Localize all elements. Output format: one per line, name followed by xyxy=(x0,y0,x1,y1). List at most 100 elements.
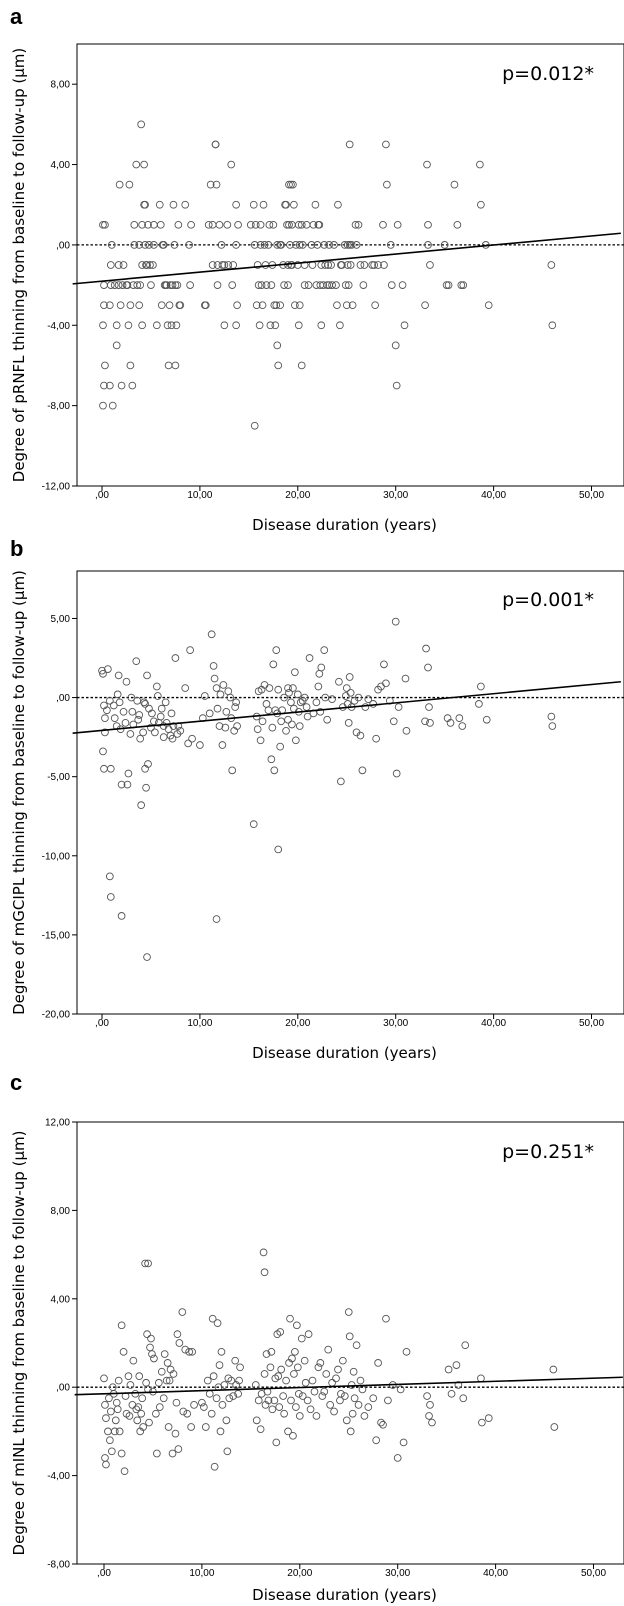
data-point xyxy=(476,160,484,169)
data-point xyxy=(351,220,360,229)
data-point xyxy=(399,1438,408,1447)
data-point xyxy=(142,1378,150,1387)
data-point xyxy=(348,301,357,310)
data-point xyxy=(141,241,149,249)
data-point xyxy=(106,1436,114,1445)
data-point xyxy=(450,180,459,189)
data-point xyxy=(312,281,321,289)
p-value-annotation: p=0.012* xyxy=(502,63,594,85)
data-point xyxy=(270,766,279,775)
data-point xyxy=(455,714,464,722)
data-point xyxy=(256,736,265,745)
data-point xyxy=(149,261,157,269)
data-point xyxy=(252,1416,261,1425)
data-point xyxy=(136,281,145,289)
data-point xyxy=(134,715,143,724)
data-point xyxy=(458,722,467,730)
data-point xyxy=(218,741,227,749)
data-point xyxy=(303,1396,312,1405)
data-point xyxy=(352,241,361,249)
data-point xyxy=(183,1409,192,1418)
data-point xyxy=(297,1334,306,1343)
x-tick-label: 20,00 xyxy=(285,1018,310,1029)
data-point xyxy=(133,1416,142,1425)
data-point xyxy=(391,341,400,350)
plot-frame xyxy=(76,570,624,1015)
data-point xyxy=(231,703,239,711)
data-point xyxy=(308,1376,317,1385)
data-point xyxy=(457,281,466,289)
data-point xyxy=(172,321,181,330)
data-point xyxy=(152,682,161,691)
data-point xyxy=(270,301,279,310)
data-point xyxy=(125,1412,134,1420)
data-point xyxy=(235,1376,243,1385)
data-point xyxy=(206,180,215,189)
data-point xyxy=(282,726,290,735)
data-point xyxy=(332,1374,340,1383)
x-tick-label: ,00 xyxy=(95,490,109,501)
data-point xyxy=(318,1392,327,1400)
data-point xyxy=(285,688,293,697)
data-point xyxy=(225,1394,234,1403)
data-point xyxy=(327,261,335,269)
data-point xyxy=(294,1389,303,1398)
data-point xyxy=(475,700,483,708)
data-point xyxy=(160,1350,169,1358)
data-point xyxy=(382,140,390,149)
data-point xyxy=(151,728,159,737)
y-tick-label: -8,00 xyxy=(47,401,70,412)
data-point xyxy=(234,1389,242,1398)
data-point xyxy=(232,200,240,209)
data-point xyxy=(293,1321,301,1330)
data-point xyxy=(548,722,557,730)
data-point xyxy=(232,698,240,707)
chart-panel-c: c -8,00 -4,00 ,00 4,00 8,00 12,00 ,00 10,00 20,00… xyxy=(10,1070,624,1604)
data-point xyxy=(283,220,291,229)
data-point xyxy=(121,719,130,727)
data-point xyxy=(135,241,144,249)
data-point xyxy=(126,730,135,738)
scatter-points xyxy=(98,617,557,961)
data-point xyxy=(124,1372,133,1381)
data-point xyxy=(171,1429,180,1438)
data-point xyxy=(176,726,185,735)
data-point xyxy=(295,1412,304,1420)
data-point xyxy=(348,1409,357,1418)
data-point xyxy=(354,693,363,702)
data-point xyxy=(137,801,146,810)
data-point xyxy=(108,401,117,410)
data-point xyxy=(209,662,218,670)
data-point xyxy=(126,1381,135,1389)
data-point xyxy=(358,766,367,775)
data-point xyxy=(324,261,332,269)
data-point xyxy=(228,281,237,289)
data-point xyxy=(446,719,455,727)
data-point xyxy=(132,1405,141,1414)
data-point xyxy=(168,1449,177,1458)
data-point xyxy=(253,725,262,734)
data-point xyxy=(354,1401,363,1409)
data-point xyxy=(258,717,267,726)
data-point xyxy=(229,1392,238,1400)
data-point xyxy=(132,160,141,169)
data-point xyxy=(174,1445,183,1453)
data-point xyxy=(312,1412,321,1420)
data-point xyxy=(212,915,221,923)
data-point xyxy=(285,220,293,229)
data-point xyxy=(453,220,462,229)
data-point xyxy=(400,321,409,330)
data-point xyxy=(102,1460,110,1469)
data-point xyxy=(133,696,142,705)
data-point xyxy=(101,361,109,370)
data-point xyxy=(262,1350,271,1358)
data-point xyxy=(114,261,123,269)
data-point xyxy=(115,180,124,189)
data-point xyxy=(286,241,294,249)
x-tick-label: 10,00 xyxy=(187,1018,212,1029)
data-point xyxy=(300,261,309,269)
data-point xyxy=(296,698,305,707)
data-point xyxy=(345,673,354,681)
data-point xyxy=(221,723,230,732)
